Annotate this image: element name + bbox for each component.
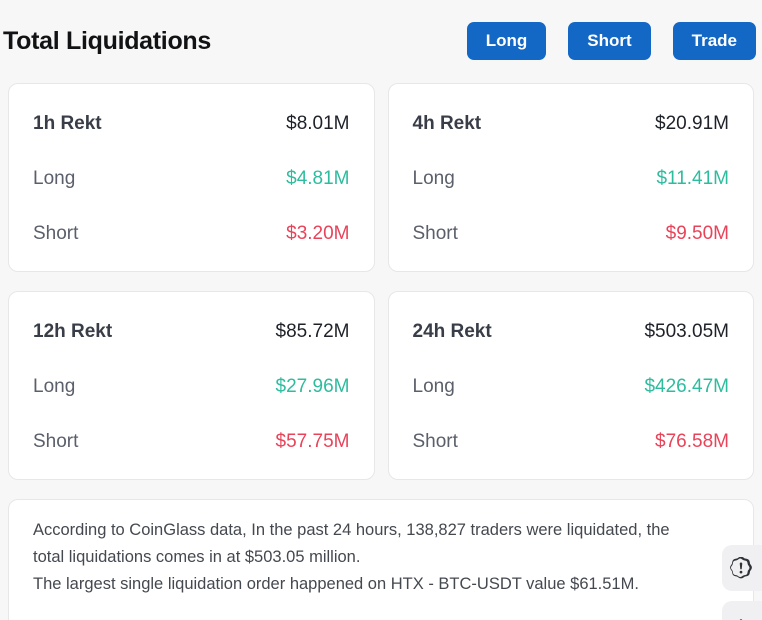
short-value: $3.20M xyxy=(286,223,350,244)
short-label: Short xyxy=(33,431,79,452)
short-row: Short $9.50M xyxy=(413,222,730,245)
long-row: Long $4.81M xyxy=(33,167,350,190)
short-row: Short $76.58M xyxy=(413,430,730,453)
short-value: $57.75M xyxy=(275,431,350,452)
short-row: Short $3.20M xyxy=(33,222,350,245)
long-label: Long xyxy=(412,376,455,397)
summary-card: According to CoinGlass data, In the past… xyxy=(8,499,754,620)
long-value: $426.47M xyxy=(644,376,729,397)
rekt-row: 1h Rekt $8.01M xyxy=(33,112,350,135)
long-row: Long $11.41M xyxy=(413,167,730,190)
trade-button[interactable]: Trade xyxy=(672,21,756,61)
period-label: 1h Rekt xyxy=(33,113,102,134)
period-label: 4h Rekt xyxy=(412,113,482,134)
long-value: $11.41M xyxy=(656,168,729,189)
period-label: 24h Rekt xyxy=(412,321,492,342)
long-row: Long $426.47M xyxy=(413,375,730,398)
long-row: Long $27.96M xyxy=(33,375,350,398)
short-value: $9.50M xyxy=(665,223,729,244)
long-label: Long xyxy=(33,168,76,189)
total-value: $85.72M xyxy=(275,321,350,342)
short-value: $76.58M xyxy=(655,431,729,452)
liquidation-card-4h: 4h Rekt $20.91M Long $11.41M Short $9.50… xyxy=(387,83,754,272)
feedback-button[interactable] xyxy=(722,545,762,591)
filter-button-group: Long Short Trade xyxy=(466,21,756,61)
scroll-to-top-button[interactable] xyxy=(722,601,762,620)
rekt-row: 12h Rekt $85.72M xyxy=(33,320,350,343)
long-button[interactable]: Long xyxy=(466,21,547,61)
short-label: Short xyxy=(412,431,458,452)
rekt-row: 24h Rekt $503.05M xyxy=(413,320,730,343)
long-value: $27.96M xyxy=(275,376,350,397)
badge-exclamation-icon xyxy=(730,557,752,579)
total-value: $20.91M xyxy=(655,113,729,134)
summary-text-line-2: The largest single liquidation order hap… xyxy=(33,575,639,593)
long-value: $4.81M xyxy=(286,168,350,189)
page-title: Total Liquidations xyxy=(3,26,212,55)
summary-text-line-1: According to CoinGlass data, In the past… xyxy=(33,521,670,566)
long-label: Long xyxy=(412,168,455,189)
total-value: $503.05M xyxy=(644,321,729,342)
total-value: $8.01M xyxy=(286,113,350,134)
short-row: Short $57.75M xyxy=(33,430,350,453)
short-label: Short xyxy=(412,223,458,244)
long-label: Long xyxy=(33,376,76,397)
rekt-row: 4h Rekt $20.91M xyxy=(413,112,730,135)
arrow-up-icon xyxy=(730,613,752,620)
liquidation-card-24h: 24h Rekt $503.05M Long $426.47M Short $7… xyxy=(387,291,754,480)
short-label: Short xyxy=(33,223,79,244)
short-button[interactable]: Short xyxy=(568,21,651,61)
liquidation-card-12h: 12h Rekt $85.72M Long $27.96M Short $57.… xyxy=(8,291,375,480)
liquidation-card-1h: 1h Rekt $8.01M Long $4.81M Short $3.20M xyxy=(8,83,375,272)
header-bar: Total Liquidations Long Short Trade xyxy=(0,0,762,66)
liquidation-cards-grid: 1h Rekt $8.01M Long $4.81M Short $3.20M … xyxy=(8,83,754,480)
period-label: 12h Rekt xyxy=(33,321,113,342)
